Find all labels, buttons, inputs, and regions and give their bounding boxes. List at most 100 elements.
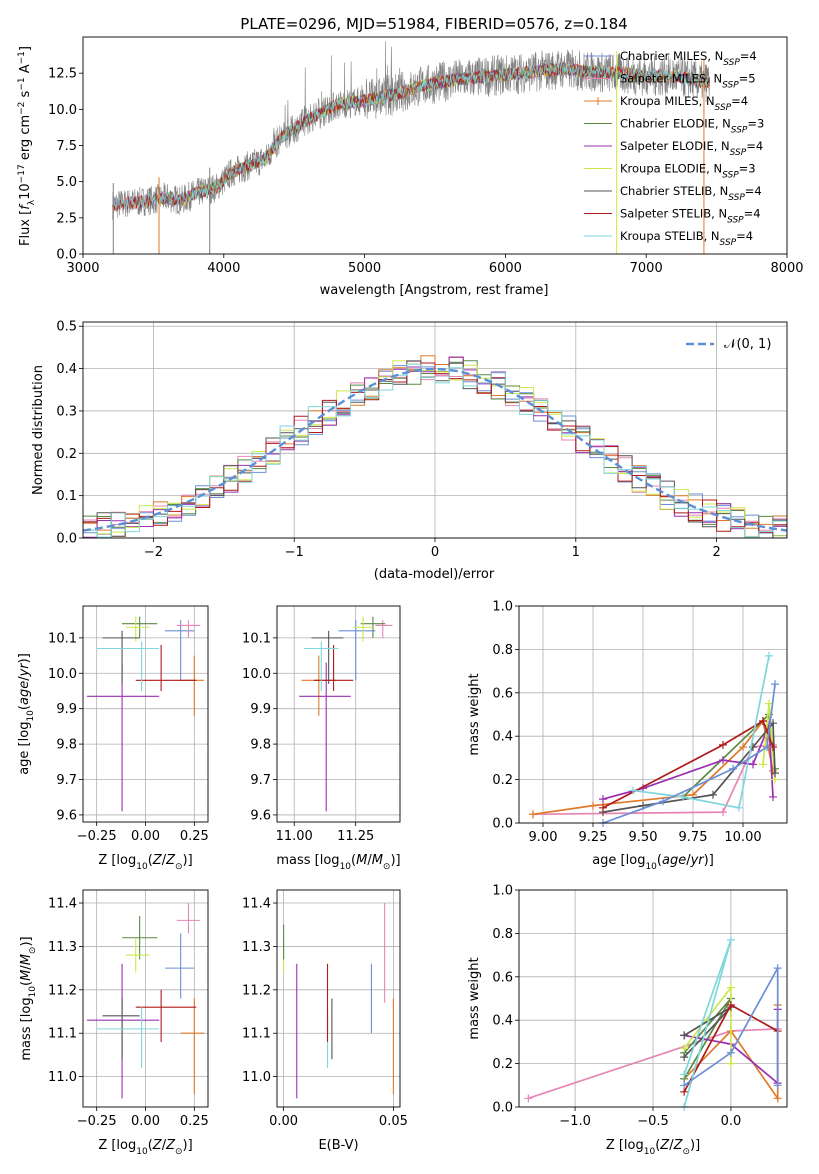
x-axis-label: wavelength [Angstrom, rest frame] bbox=[320, 283, 549, 298]
label-part: SSP bbox=[730, 148, 747, 158]
label-part: mass [log bbox=[276, 853, 339, 868]
label-part: Salpeter MILES, N bbox=[620, 72, 722, 86]
x-tick-label: 7000 bbox=[630, 261, 663, 276]
x-tick-label: 0.25 bbox=[180, 829, 209, 844]
y-tick-label: 0.4 bbox=[56, 362, 77, 377]
label-part: Chabrier MILES, N bbox=[620, 49, 723, 63]
x-tick-label: 6000 bbox=[489, 261, 522, 276]
y-tick-label: 0.6 bbox=[492, 970, 513, 985]
model-chabrier_stelib bbox=[112, 62, 710, 210]
marker-salpeter_stelib bbox=[599, 803, 607, 812]
label-part: ( bbox=[148, 1138, 153, 1153]
legend-label: 𝒩(0, 1) bbox=[724, 337, 771, 352]
x-axis-label: Z [log10(Z/Z⊙)] bbox=[606, 1138, 700, 1157]
label-part: 10 bbox=[644, 1147, 656, 1157]
marker-salpeter_elodie bbox=[749, 760, 757, 769]
histograms bbox=[83, 355, 787, 538]
label-part: =4 bbox=[744, 207, 761, 221]
label-part: / bbox=[367, 853, 372, 868]
x-tick-label: 0.25 bbox=[180, 1114, 209, 1129]
y-tick-label: 0.2 bbox=[56, 447, 77, 462]
label-part: ( bbox=[19, 981, 34, 986]
label-part: ( bbox=[351, 853, 356, 868]
label-part: =4 bbox=[745, 184, 762, 198]
label-part: Z [log bbox=[98, 853, 136, 868]
label-part: Z bbox=[165, 1138, 176, 1153]
label-part: Chabrier ELODIE, N bbox=[620, 117, 731, 131]
label-part: −1 bbox=[17, 51, 27, 64]
x-tick-label: 11.25 bbox=[337, 829, 374, 844]
marker-chabrier_miles bbox=[680, 1081, 689, 1090]
label-part: )] bbox=[390, 853, 400, 868]
label-part: age [log bbox=[592, 853, 645, 868]
legend-label: Kroupa STELIB, NSSP=4 bbox=[620, 229, 753, 248]
marker-salpeter_miles bbox=[719, 808, 727, 817]
histogram-kroupa_stelib bbox=[83, 363, 787, 538]
marker-kroupa_stelib bbox=[765, 651, 773, 660]
x-tick-label: 5000 bbox=[348, 261, 381, 276]
mass_weight_vs_Z-axes: −1.0 −0.5 0.0 0.0 0.2 0.4 0.6 0.8 1.0 bbox=[492, 884, 787, 1129]
spectrum-legend: Chabrier MILES, N SSP =4 Salpeter MILES, N S… bbox=[584, 49, 764, 248]
series-chabrier_elodie bbox=[682, 712, 776, 798]
label-part: A bbox=[18, 64, 33, 77]
label-part: 10 bbox=[18, 183, 33, 200]
label-part: =4 bbox=[740, 49, 757, 63]
y-tick-label: 11.0 bbox=[242, 1070, 271, 1085]
legend-label: Kroupa ELODIE, NSSP=3 bbox=[620, 162, 756, 181]
label-part: ] bbox=[18, 46, 33, 51]
x-tick-label: −0.25 bbox=[77, 829, 117, 844]
residuals-frame bbox=[82, 321, 788, 539]
label-part: =3 bbox=[747, 117, 764, 131]
marker-kroupa_stelib bbox=[735, 803, 743, 812]
x-tick-label: 9.00 bbox=[529, 830, 558, 845]
marker-chabrier_stelib bbox=[680, 1031, 689, 1040]
y-tick-label: 0.4 bbox=[492, 1014, 513, 1029]
y-tick-label: 0.0 bbox=[56, 248, 77, 263]
x-axis-label: Z [log10(Z/Z⊙)] bbox=[98, 1138, 192, 1157]
marker-kroupa_miles bbox=[529, 810, 537, 819]
label-part: Salpeter ELODIE, N bbox=[620, 139, 730, 153]
legend-label: Salpeter STELIB, NSSP=4 bbox=[620, 207, 761, 226]
x-tick-label: −1.0 bbox=[559, 1114, 591, 1129]
label-part: SSP bbox=[715, 103, 732, 113]
legend-label: Chabrier ELODIE, NSSP=3 bbox=[620, 117, 764, 136]
label-part: erg cm bbox=[18, 115, 33, 164]
label-part: −2 bbox=[17, 102, 27, 115]
x-axis-label: E(B-V) bbox=[318, 1138, 358, 1153]
y-tick-label: 10.1 bbox=[242, 631, 271, 646]
marker-kroupa_stelib bbox=[680, 1070, 689, 1079]
label-part: )] bbox=[704, 853, 714, 868]
y-tick-label: 9.7 bbox=[250, 773, 271, 788]
y-tick-label: 9.9 bbox=[250, 702, 271, 717]
y-tick-label: 10.0 bbox=[242, 667, 271, 682]
y-axis-label: Flux [fλ10−17 erg cm−2 s−1 A−1] bbox=[17, 46, 37, 246]
label-part: M bbox=[19, 954, 34, 965]
y-tick-label: 10.0 bbox=[48, 667, 77, 682]
marker-chabrier_miles bbox=[773, 1081, 782, 1090]
mass_weight_vs_age-axes: 9.00 9.25 9.50 9.75 10.00 0.0 0.2 0.4 0.6 0.8 1.0 bbox=[492, 600, 787, 845]
y-tick-label: 0.8 bbox=[492, 927, 513, 942]
y-tick-label: 10.1 bbox=[48, 631, 77, 646]
series-kroupa_miles bbox=[532, 718, 774, 816]
x-axis-label: age [log10(age/yr)] bbox=[592, 853, 714, 872]
y-tick-label: 7.5 bbox=[56, 139, 77, 154]
legend-label: Chabrier STELIB, NSSP=4 bbox=[620, 184, 762, 203]
y-tick-label: 11.1 bbox=[242, 1027, 271, 1042]
label-part: SSP bbox=[731, 126, 748, 136]
label-part: yr bbox=[17, 662, 32, 678]
y-tick-label: 9.9 bbox=[56, 702, 77, 717]
marker-chabrier_stelib bbox=[709, 790, 717, 799]
y-axis-label: age [log10(age/yr)] bbox=[17, 653, 36, 775]
y-tick-label: 12.5 bbox=[48, 67, 77, 82]
label-part: 10 bbox=[340, 862, 352, 872]
label-part: Z bbox=[165, 853, 176, 868]
x-tick-label: 1 bbox=[572, 545, 580, 560]
label-part: M bbox=[356, 853, 367, 868]
label-part: age bbox=[662, 853, 686, 868]
label-part: ( bbox=[655, 1138, 660, 1153]
x-axis-label: Z [log10(Z/Z⊙)] bbox=[98, 853, 192, 872]
label-part: / bbox=[19, 965, 34, 970]
series-kroupa_stelib bbox=[632, 655, 770, 809]
marker-kroupa_elodie bbox=[726, 1059, 735, 1068]
y-axis-label: mass weight bbox=[467, 673, 482, 755]
